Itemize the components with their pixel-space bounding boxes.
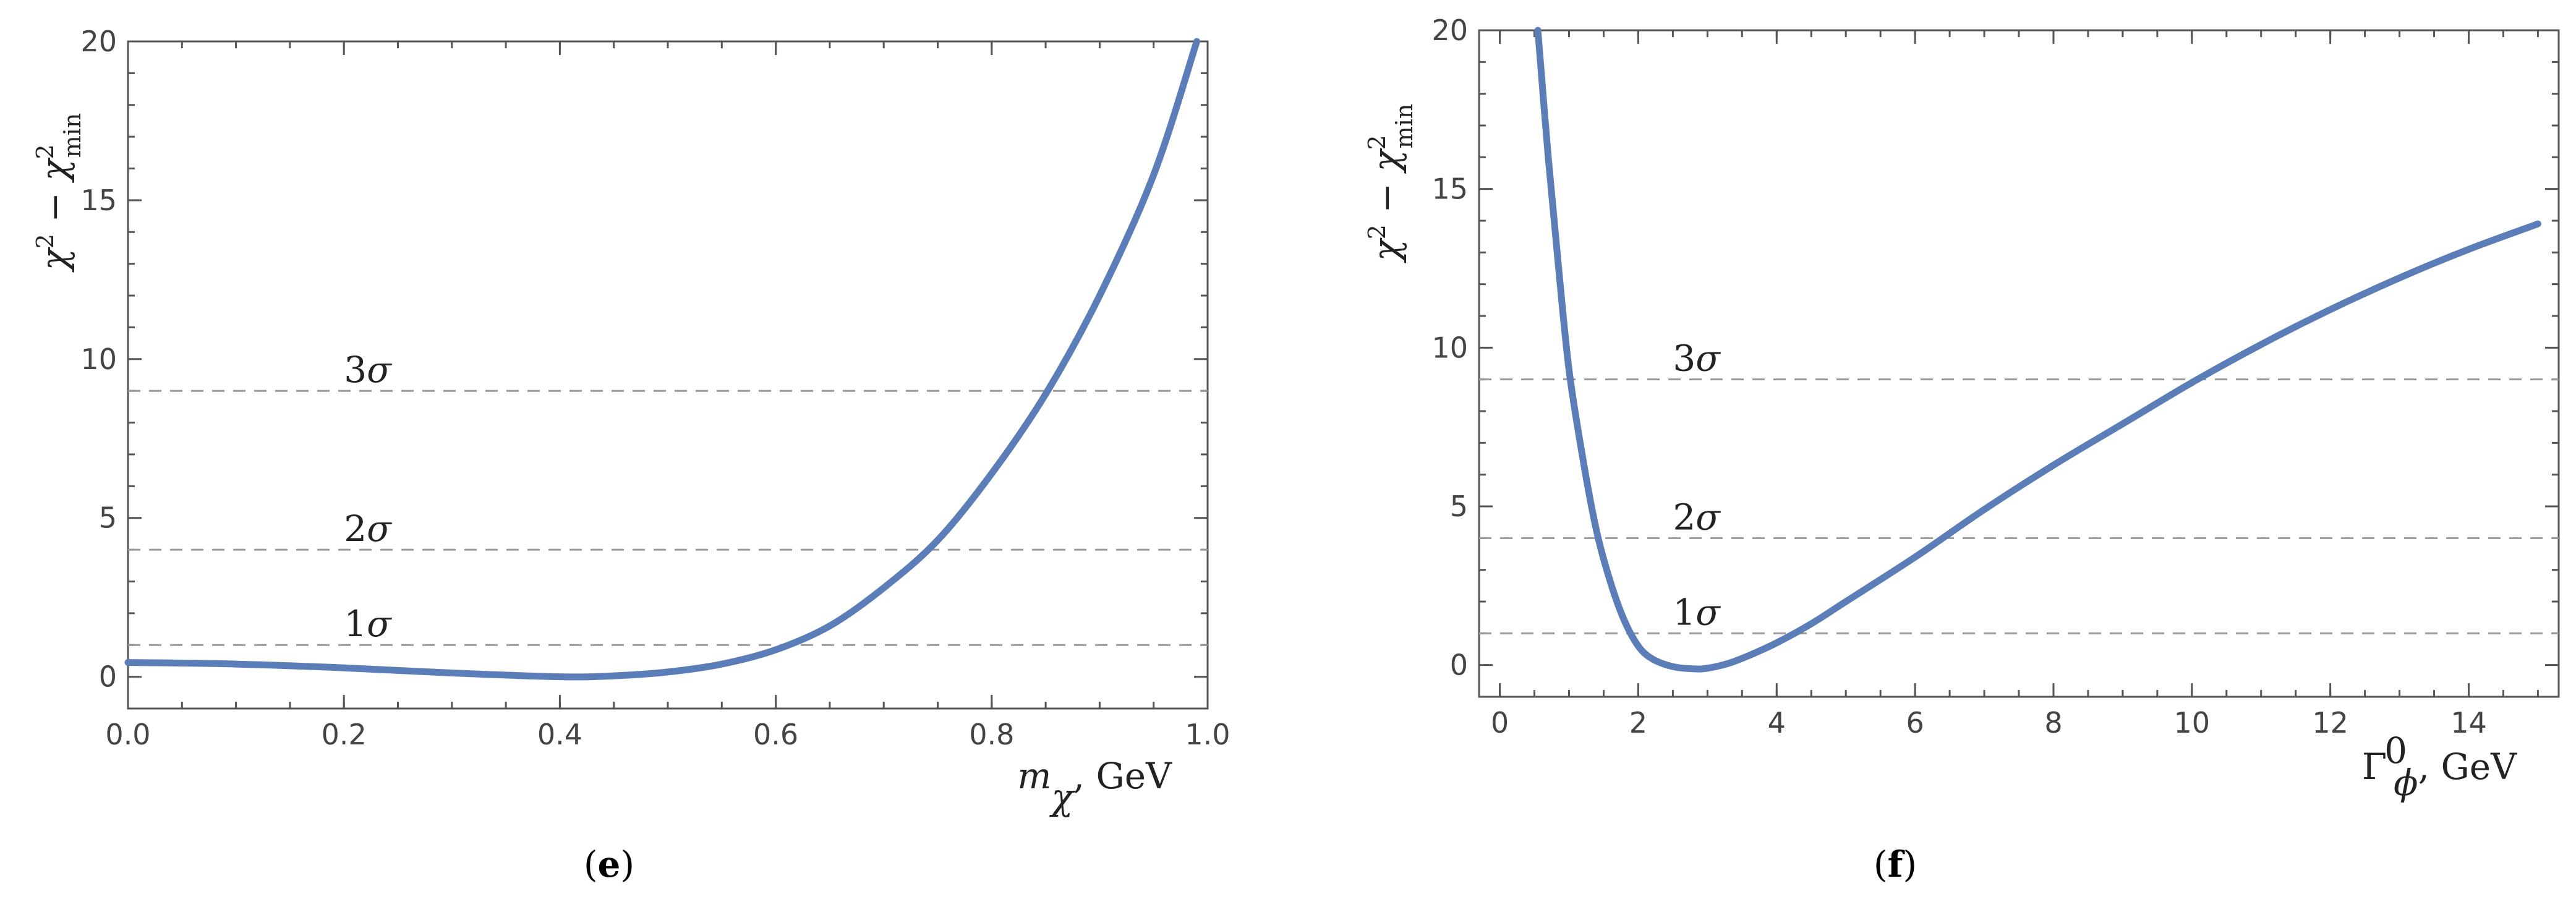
x-tick-label: 6 (1906, 706, 1924, 739)
sigma-label: 2σ (1673, 496, 1721, 538)
x-tick-label: 1.0 (1185, 718, 1230, 751)
x-tick-label: 0.4 (537, 718, 582, 751)
sigma-label: 3σ (344, 349, 392, 391)
sigma-label: 1σ (1673, 591, 1721, 633)
x-axis-label-e: mχ, GeV (1017, 755, 1172, 818)
tick-labels-e: 0.0 0.2 0.4 0.6 0.8 1.0 0 5 10 15 20 (80, 25, 1230, 751)
sigma-label: 1σ (344, 603, 392, 645)
x-tick-label: 0.0 (105, 718, 150, 751)
chart-panel-e: 1σ 2σ 3σ 0.0 0.2 0.4 0.6 0.8 1.0 0 5 10 15 20 χ2 − χ… (32, 25, 1230, 818)
x-tick-label: 8 (2044, 706, 2062, 739)
x-tick-label: 4 (1768, 706, 1786, 739)
y-tick-label: 10 (1431, 331, 1468, 364)
sigma-label: 2σ (344, 508, 392, 550)
y-tick-label: 5 (1450, 490, 1468, 523)
x-tick-label: 10 (2174, 706, 2211, 739)
chi2-curve (1534, 27, 2541, 673)
y-tick-label: 15 (80, 184, 117, 217)
x-tick-label: 2 (1629, 706, 1647, 739)
y-tick-label: 10 (80, 343, 117, 376)
x-tick-label: 0.2 (322, 718, 367, 751)
caption-e-letter: e (598, 843, 621, 885)
chart-panel-f: 1σ 2σ 3σ 0 2 4 6 8 10 12 14 0 5 10 15 20 χ2 − χ2min Γ0… (1363, 14, 2560, 804)
tick-labels-f: 0 2 4 6 8 10 12 14 0 5 10 15 20 (1431, 14, 2486, 739)
y-tick-label: 0 (99, 660, 117, 694)
x-axis-label-f: Γ0 ϕ, GeV (2362, 730, 2517, 804)
series-curve-f (1534, 27, 2541, 673)
reference-lines-f: 1σ 2σ 3σ (1479, 338, 2559, 634)
y-axis-label-f: χ2 − χ2min (1363, 104, 1418, 264)
y-tick-label: 20 (80, 25, 117, 58)
x-tick-label: 14 (2450, 706, 2487, 739)
series-curve-e (124, 38, 1200, 681)
reference-lines-e: 1σ 2σ 3σ (128, 349, 1208, 646)
x-tick-label: 0 (1491, 706, 1509, 739)
y-tick-label: 0 (1450, 649, 1468, 682)
y-tick-label: 15 (1431, 172, 1468, 206)
sigma-label: 3σ (1673, 338, 1721, 380)
x-tick-label: 0.8 (969, 718, 1014, 751)
caption-e: (e) (584, 843, 634, 885)
tick-marks-e (127, 40, 1209, 709)
y-tick-label: 20 (1431, 14, 1468, 47)
x-tick-label: 0.6 (753, 718, 798, 751)
plot-frame-f (1478, 29, 2560, 698)
chi2-curve (124, 38, 1200, 681)
caption-f-letter: f (1888, 843, 1906, 885)
plot-frame-e (127, 40, 1209, 710)
y-axis-label-e: χ2 − χ2min (32, 113, 86, 273)
y-tick-label: 5 (99, 501, 117, 535)
x-tick-label: 12 (2312, 706, 2348, 739)
tick-marks-f (1479, 29, 2559, 697)
caption-f: (f) (1874, 843, 1917, 885)
